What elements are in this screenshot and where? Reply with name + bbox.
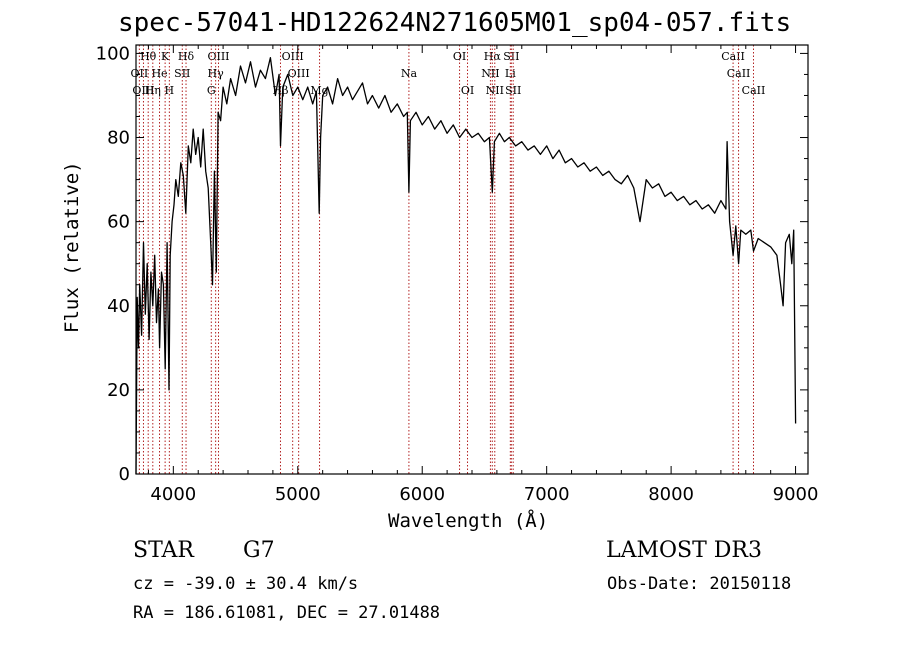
survey-name: LAMOST DR3 xyxy=(606,538,762,563)
y-tick-label: 60 xyxy=(107,212,130,233)
line-marker-label: SII xyxy=(505,84,521,97)
x-tick-label: 8000 xyxy=(648,484,694,505)
line-marker-label: NII xyxy=(486,84,504,97)
y-tick-label: 40 xyxy=(107,296,130,317)
x-tick-label: 5000 xyxy=(275,484,321,505)
plot-frame xyxy=(135,44,809,475)
line-marker-label: Hη xyxy=(145,84,161,97)
line-marker-label: OIII xyxy=(282,50,304,63)
line-marker-label: OI xyxy=(453,50,466,63)
line-marker-label: NII xyxy=(481,67,499,80)
y-tick-label: 80 xyxy=(107,128,130,149)
line-marker-label: Hδ xyxy=(178,50,195,63)
redshift-velocity: cz = -39.0 ± 30.4 km/s xyxy=(133,574,359,594)
y-tick-label: 0 xyxy=(119,464,130,485)
object-subclass: G7 xyxy=(243,538,275,563)
x-tick-label: 4000 xyxy=(150,484,196,505)
line-marker-label: Li xyxy=(505,67,516,80)
chart-title: spec-57041-HD122624N271605M01_sp04-057.f… xyxy=(118,8,792,38)
line-marker-label: SII xyxy=(174,67,190,80)
line-marker-label: Hγ xyxy=(208,67,225,80)
line-marker-label: He xyxy=(151,67,167,80)
line-marker-label: Hα xyxy=(484,50,502,63)
x-tick-label: 7000 xyxy=(524,484,570,505)
line-marker-label: OIII xyxy=(288,67,310,80)
line-marker-label: G xyxy=(207,84,216,97)
line-marker-label: K xyxy=(161,50,170,63)
line-marker-label: Na xyxy=(401,67,418,80)
line-marker-label: OIII xyxy=(207,50,229,63)
y-tick-label: 20 xyxy=(107,380,130,401)
y-tick-label: 100 xyxy=(96,43,130,64)
line-marker-label: OIII xyxy=(132,84,154,97)
line-marker-label: CaII xyxy=(721,50,745,63)
line-marker-label: H xyxy=(165,84,175,97)
x-axis-label: Wavelength (Å) xyxy=(388,510,549,532)
object-class: STAR xyxy=(133,538,194,563)
line-marker-label: OI xyxy=(461,84,474,97)
line-marker-label: CaII xyxy=(742,84,766,97)
line-marker-label: CaII xyxy=(727,67,751,80)
spectrum-line-flux xyxy=(135,56,797,475)
coordinates: RA = 186.61081, DEC = 27.01488 xyxy=(133,603,441,623)
line-marker-label: OII xyxy=(131,67,149,80)
x-tick-label: 6000 xyxy=(399,484,445,505)
line-marker-label: Hθ xyxy=(140,50,157,63)
x-tick-label: 9000 xyxy=(773,484,819,505)
line-marker-label: SII xyxy=(503,50,519,63)
observation-date: Obs-Date: 20150118 xyxy=(607,574,792,594)
